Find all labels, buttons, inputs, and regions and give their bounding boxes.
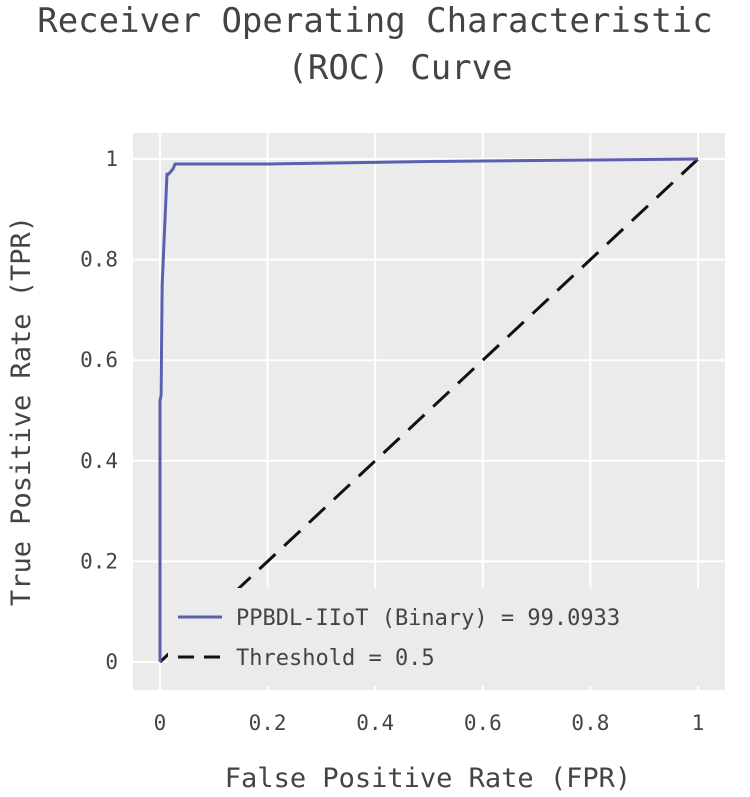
x-tick-label: 0.6: [464, 711, 502, 735]
legend-label-ppbdl: PPBDL-IIoT (Binary) = 99.0933: [236, 606, 620, 631]
x-tick-label: 0.8: [571, 711, 609, 735]
legend-label-threshold: Threshold = 0.5: [236, 646, 435, 671]
x-tick-labels: 0 0.2 0.4 0.6 0.8 1: [154, 711, 705, 735]
x-tick-label: 1: [692, 711, 705, 735]
chart-title-line-2: (ROC) Curve: [287, 48, 512, 88]
chart-title-line-1: Receiver Operating Characteristic: [37, 1, 713, 41]
y-tick-label: 1: [105, 147, 118, 171]
legend: PPBDL-IIoT (Binary) = 99.0933 Threshold …: [168, 588, 724, 686]
x-tick-label: 0.2: [249, 711, 287, 735]
y-tick-label: 0.4: [80, 449, 118, 473]
x-tick-label: 0: [154, 711, 167, 735]
threshold-line: [158, 157, 700, 664]
series-layer: [158, 157, 700, 664]
y-tick-labels: 0 0.2 0.4 0.6 0.8 1: [80, 147, 118, 674]
y-tick-label: 0: [105, 650, 118, 674]
x-axis-label: False Positive Rate (FPR): [225, 763, 631, 794]
grid-layer: [133, 133, 725, 690]
x-tick-label: 0.4: [356, 711, 394, 735]
roc-curve-line: [158, 157, 699, 662]
legend-box: [168, 588, 724, 686]
y-tick-label: 0.2: [80, 549, 118, 573]
y-axis-label: True Positive Rate (TPR): [6, 216, 37, 606]
y-tick-label: 0.6: [80, 348, 118, 372]
y-tick-label: 0.8: [80, 248, 118, 272]
